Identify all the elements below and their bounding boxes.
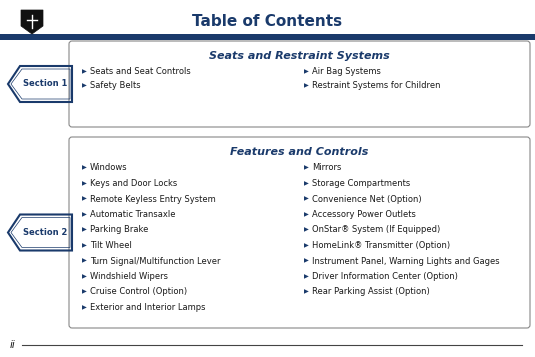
Text: Air Bag Systems: Air Bag Systems [312,67,381,76]
Text: ▶: ▶ [304,290,309,295]
Text: Restraint Systems for Children: Restraint Systems for Children [312,81,440,91]
Text: Section 1: Section 1 [23,80,67,89]
Text: ▶: ▶ [82,166,87,171]
Text: ▶: ▶ [304,196,309,201]
Text: ▶: ▶ [304,181,309,186]
Text: Seats and Restraint Systems: Seats and Restraint Systems [209,51,390,61]
Text: ▶: ▶ [82,70,87,75]
Text: ▶: ▶ [82,181,87,186]
Text: Cruise Control (Option): Cruise Control (Option) [90,287,187,297]
Text: Convenience Net (Option): Convenience Net (Option) [312,195,422,203]
Text: Safety Belts: Safety Belts [90,81,141,91]
Text: ▶: ▶ [304,274,309,279]
Text: Turn Signal/Multifunction Lever: Turn Signal/Multifunction Lever [90,256,220,266]
Text: Seats and Seat Controls: Seats and Seat Controls [90,67,191,76]
Text: ▶: ▶ [304,70,309,75]
Text: Tilt Wheel: Tilt Wheel [90,241,132,250]
Text: Instrument Panel, Warning Lights and Gages: Instrument Panel, Warning Lights and Gag… [312,256,500,266]
Polygon shape [21,10,43,34]
Bar [0,34,535,40]
Text: Driver Information Center (Option): Driver Information Center (Option) [312,272,458,281]
Text: ▶: ▶ [82,305,87,310]
Text: Features and Controls: Features and Controls [230,147,369,157]
Text: ▶: ▶ [82,274,87,279]
Text: ▶: ▶ [304,227,309,232]
FancyBboxPatch shape [69,41,530,127]
Text: Table of Contents: Table of Contents [192,15,342,30]
Text: ▶: ▶ [304,243,309,248]
FancyBboxPatch shape [69,137,530,328]
Text: Mirrors: Mirrors [312,164,341,172]
Text: ▶: ▶ [82,212,87,217]
Text: Remote Keyless Entry System: Remote Keyless Entry System [90,195,216,203]
Text: ▶: ▶ [304,258,309,263]
Text: Section 2: Section 2 [23,228,67,237]
Text: Storage Compartments: Storage Compartments [312,179,410,188]
Text: ▶: ▶ [82,258,87,263]
Text: Exterior and Interior Lamps: Exterior and Interior Lamps [90,303,205,312]
Text: ▶: ▶ [304,212,309,217]
Text: ▶: ▶ [82,243,87,248]
Text: Windshield Wipers: Windshield Wipers [90,272,168,281]
Text: Accessory Power Outlets: Accessory Power Outlets [312,210,416,219]
Text: Windows: Windows [90,164,128,172]
Text: OnStar® System (If Equipped): OnStar® System (If Equipped) [312,226,440,235]
Text: ▶: ▶ [82,196,87,201]
Text: ▶: ▶ [82,290,87,295]
Text: Parking Brake: Parking Brake [90,226,148,235]
Text: ▶: ▶ [82,227,87,232]
Text: ii: ii [10,340,16,350]
Text: Keys and Door Locks: Keys and Door Locks [90,179,177,188]
Text: Automatic Transaxle: Automatic Transaxle [90,210,175,219]
Text: HomeLink® Transmitter (Option): HomeLink® Transmitter (Option) [312,241,450,250]
Text: ▶: ▶ [304,166,309,171]
Text: ▶: ▶ [82,84,87,89]
Text: Rear Parking Assist (Option): Rear Parking Assist (Option) [312,287,430,297]
Text: ▶: ▶ [304,84,309,89]
